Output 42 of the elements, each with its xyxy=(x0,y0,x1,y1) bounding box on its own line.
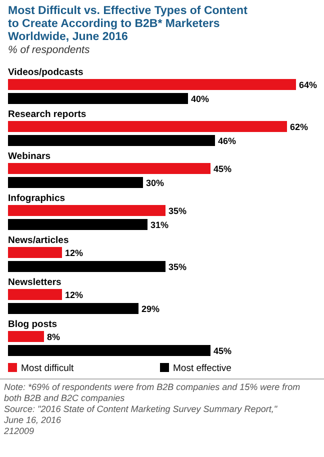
bar xyxy=(8,121,287,132)
data-label: 12% xyxy=(65,290,84,300)
bar xyxy=(8,303,138,314)
text: Note: *69% of respondents were from B2B companies and 15% were from both B2B and B2C companies xyxy=(4,382,301,403)
y-tick-label: Newsletters xyxy=(8,277,62,288)
data-label: 40% xyxy=(191,94,210,104)
y-tick-label: Infographics xyxy=(8,193,66,204)
bar xyxy=(8,163,210,174)
y-tick-label: Research reports xyxy=(8,109,86,120)
data-label: 35% xyxy=(168,206,187,216)
data-label: 64% xyxy=(299,80,318,90)
source-note: Source: "2016 State of Content Marketing Survey Summary Report," June 16, 2016 xyxy=(3,404,278,425)
bar xyxy=(8,331,44,342)
y-tick-label: News/articles xyxy=(8,235,69,246)
bar xyxy=(8,289,62,300)
bar xyxy=(8,93,188,104)
data-label: 45% xyxy=(214,346,232,356)
legend-label: Most effective xyxy=(173,363,232,374)
bar xyxy=(8,261,166,272)
bar xyxy=(8,135,215,146)
bar xyxy=(8,177,143,188)
text: 212009 xyxy=(3,426,34,436)
chart-subtitle: % of respondents xyxy=(8,44,90,56)
data-label: 45% xyxy=(214,164,232,174)
bar xyxy=(8,219,148,230)
y-tick-label: Videos/podcasts xyxy=(8,67,84,78)
y-tick-label: Blog posts xyxy=(8,319,58,330)
bar xyxy=(8,247,62,258)
data-label: 30% xyxy=(146,178,164,188)
y-tick-label: Webinars xyxy=(8,151,51,162)
data-label: 8% xyxy=(47,332,60,342)
data-label: 35% xyxy=(168,262,187,272)
chart-title: Most Difficult vs. Effective Types of Content to Create According to B2B* Marketers Worldwide, June 2016 xyxy=(8,5,248,43)
legend-label: Most difficult xyxy=(21,363,74,374)
data-label: 12% xyxy=(65,248,84,258)
data-label: 31% xyxy=(150,220,169,230)
data-label: 62% xyxy=(290,122,308,132)
bar xyxy=(8,205,166,216)
bar xyxy=(8,79,296,90)
data-label: 46% xyxy=(218,136,236,146)
bar xyxy=(8,345,210,356)
data-label: 29% xyxy=(142,304,160,314)
